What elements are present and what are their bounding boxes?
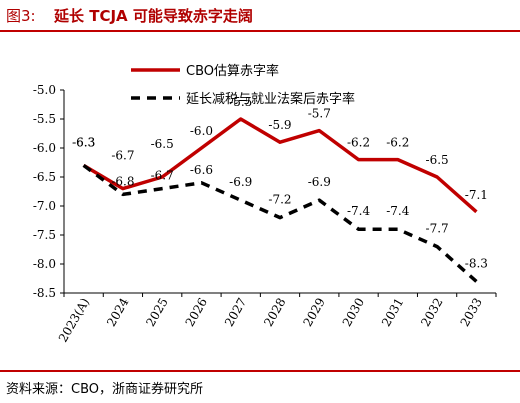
data-label: -7.4: [347, 204, 371, 218]
x-tick-label: 2030: [340, 296, 367, 329]
series-line-1: [82, 117, 478, 214]
data-label: -6.7: [151, 169, 174, 183]
y-tick-label: -6.0: [33, 141, 56, 155]
data-label: -5.5: [229, 95, 252, 109]
data-label: -7.4: [386, 204, 410, 218]
data-label: -7.2: [268, 193, 291, 207]
y-tick-label: -6.5: [33, 170, 56, 184]
data-label: -6.5: [151, 137, 174, 151]
figure-title: 延长 TCJA 可能导致赤字走阔: [54, 7, 253, 25]
series-group: [82, 117, 478, 283]
x-tick-label: 2032: [418, 296, 445, 329]
data-label: -6.3: [72, 135, 95, 149]
x-tick-label: 2023(A): [56, 296, 92, 345]
data-label: -6.6: [190, 163, 213, 177]
data-label: -6.9: [308, 175, 331, 189]
source-note: 资料来源：CBO，浙商证券研究所: [6, 382, 203, 397]
y-tick-label: -8.0: [33, 257, 56, 271]
x-tick-label: 2024: [104, 295, 132, 329]
x-tick-label: 2027: [222, 296, 249, 329]
data-label: -6.8: [111, 174, 134, 188]
x-tick-label: 2031: [379, 296, 406, 329]
data-label: -6.7: [111, 149, 134, 163]
data-label: -6.3: [72, 135, 95, 149]
x-tick-label: 2033: [458, 296, 485, 329]
data-label: -6.2: [347, 136, 370, 150]
x-tick-label: 2026: [183, 296, 210, 329]
title-bar: 图3: 延长 TCJA 可能导致赤字走阔: [0, 0, 520, 32]
source-divider: [0, 370, 520, 372]
legend-label-1: CBO估算赤字率: [186, 63, 279, 79]
data-label: -8.3: [465, 256, 488, 270]
data-labels: -6.3 -6.7 -6.5 -6.0 -5.5 -5.9 -5.7 -6.2 -6.2 -6.5…: [72, 95, 488, 270]
data-label: -7.7: [426, 222, 449, 236]
x-tick-label: 2025: [143, 296, 170, 329]
data-label: -6.5: [426, 153, 449, 167]
x-tick-label: 2029: [300, 296, 327, 329]
x-tick-label: 2028: [261, 296, 288, 329]
legend-label-2: 延长减税与就业法案后赤字率: [186, 91, 355, 107]
y-tick-label: -5.0: [33, 83, 56, 97]
data-label: -7.1: [465, 188, 488, 202]
data-label: -6.0: [190, 124, 213, 138]
y-tick-label: -5.5: [33, 112, 56, 126]
y-tick-label: -7.0: [33, 199, 56, 213]
data-label: -6.2: [386, 136, 409, 150]
series-line-2: [82, 163, 478, 283]
y-tick-label: -7.5: [33, 228, 56, 242]
figure-label: 图3:: [6, 7, 36, 25]
data-label: -6.9: [229, 175, 252, 189]
data-label: -5.7: [308, 107, 331, 121]
data-label: -5.9: [268, 118, 291, 132]
y-tick-label: -8.5: [33, 286, 56, 300]
